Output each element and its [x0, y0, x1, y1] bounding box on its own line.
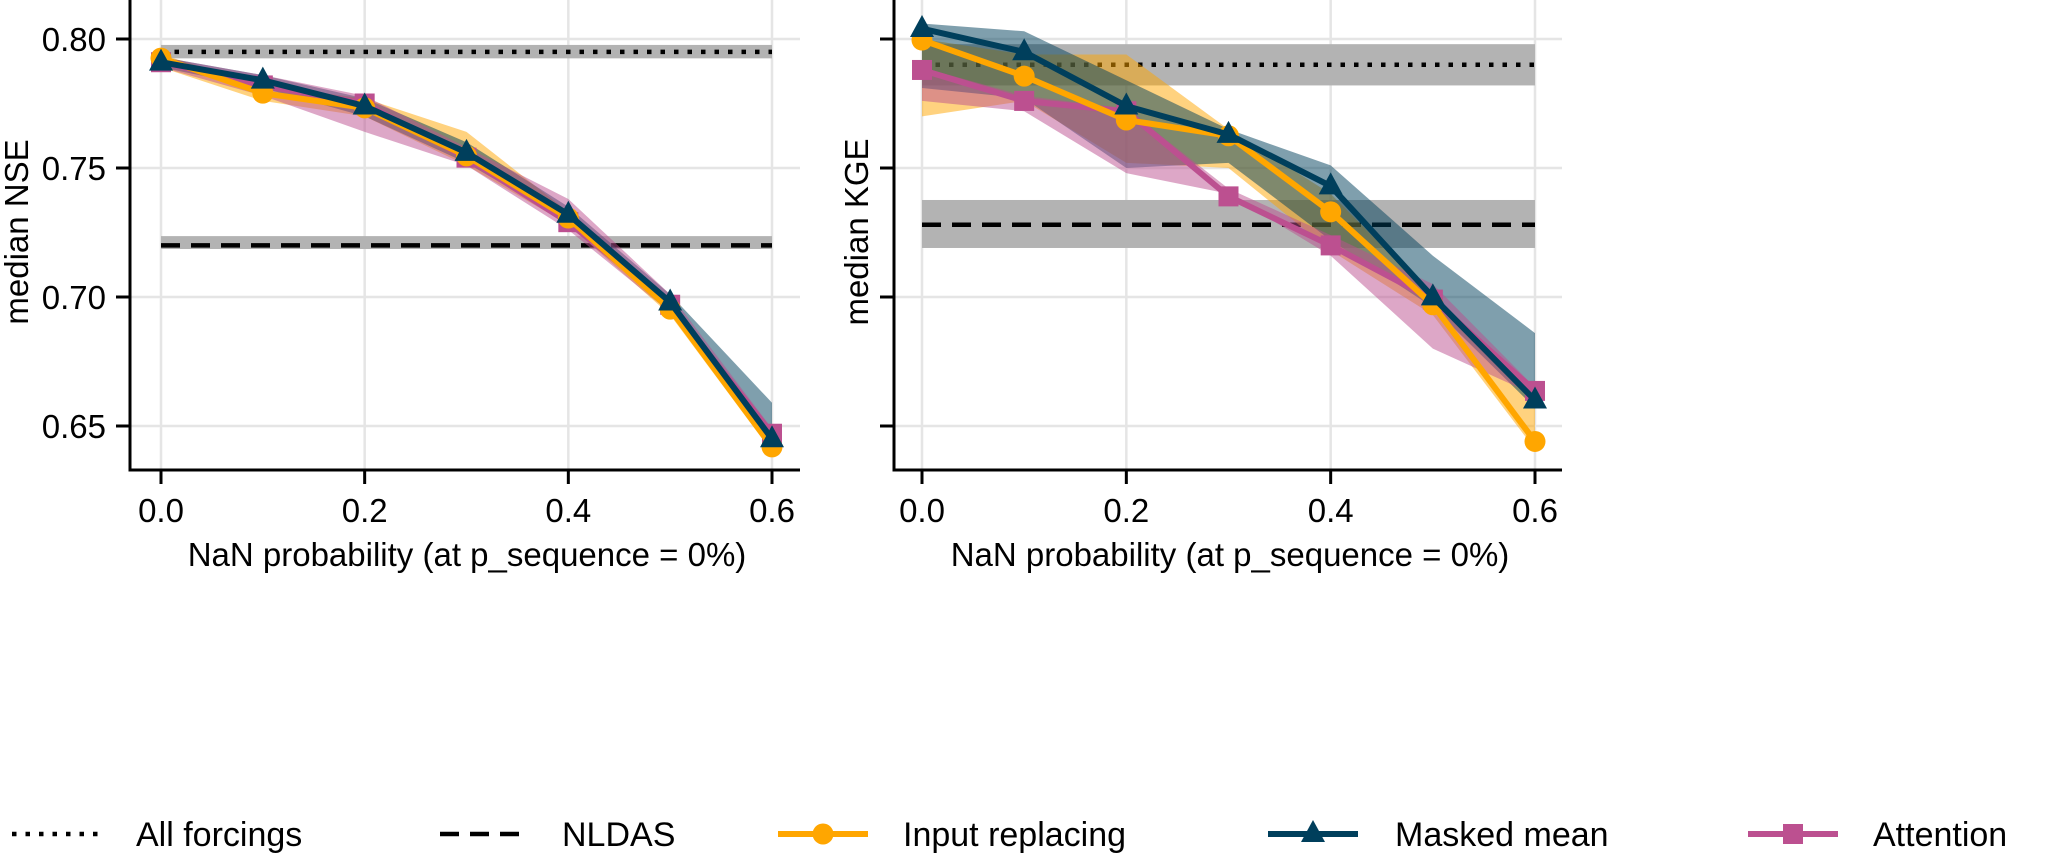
data-point-masked-mean: [149, 48, 173, 71]
x-tick-label: 0.6: [749, 492, 795, 529]
legend-label: Attention: [1873, 816, 2007, 854]
data-point-attention: [1320, 235, 1341, 256]
y-tick-label: 0.80: [42, 21, 106, 58]
data-point-masked-mean: [658, 288, 683, 311]
data-point-masked-mean: [760, 425, 784, 448]
series-line-masked-mean: [160, 59, 775, 441]
legend-circle-icon: [812, 823, 834, 845]
data-point-masked-mean: [910, 15, 934, 38]
legend-item-nldas: NLDAS: [440, 816, 675, 854]
legend-label: NLDAS: [562, 816, 675, 854]
legend-label: Input replacing: [903, 816, 1126, 854]
series-line-input-replacing: [160, 55, 775, 449]
data-point-masked-mean: [556, 200, 581, 223]
x-tick-label: 0.6: [1512, 492, 1558, 529]
data-point-masked-mean: [1420, 283, 1445, 306]
y-axis-label: median NSE: [0, 139, 35, 324]
y-axis-label: median KGE: [838, 138, 875, 325]
legend-square-icon: [1783, 824, 1803, 844]
reference-band-all-forcings: [161, 44, 772, 59]
data-point-attention: [1218, 186, 1239, 207]
legend-item-all-forcings: All forcings: [12, 816, 302, 854]
data-point-masked-mean: [454, 138, 479, 161]
data-point-attention: [1014, 90, 1035, 111]
data-point-masked-mean: [250, 66, 275, 89]
legend: All forcings NLDAS Input replacing Masked m…: [12, 816, 2007, 854]
y-tick-label: 0.70: [42, 279, 106, 316]
data-point-input-replacing: [1013, 65, 1035, 87]
legend-triangle-icon: [1301, 820, 1325, 842]
panel-left-nse: 0.0 0.2 0.4 0.6 0.65 0.70 0.75 0.80 NaN probabil…: [0, 0, 800, 573]
x-tick-label: 0.4: [545, 492, 591, 529]
legend-item-input-replacing: Input replacing: [778, 816, 1126, 854]
data-point-input-replacing: [1524, 430, 1546, 452]
legend-item-masked-mean: Masked mean: [1268, 816, 1609, 854]
band-input-replacing: [161, 54, 772, 452]
y-tick-label: 0.75: [42, 150, 106, 187]
x-tick-label: 0.4: [1308, 492, 1354, 529]
data-point-masked-mean: [1318, 172, 1343, 195]
data-point-masked-mean: [1114, 92, 1139, 115]
data-point-masked-mean: [352, 92, 377, 115]
x-tick-label: 0.0: [138, 492, 184, 529]
x-axis-label: NaN probability (at p_sequence = 0%): [951, 536, 1510, 573]
band-masked-mean: [161, 57, 772, 445]
data-point-input-replacing: [1320, 201, 1342, 223]
x-axis-label: NaN probability (at p_sequence = 0%): [188, 536, 747, 573]
band-attention: [161, 57, 772, 442]
legend-label: Masked mean: [1395, 816, 1609, 854]
x-tick-label: 0.2: [1103, 492, 1149, 529]
legend-label: All forcings: [136, 816, 302, 854]
data-point-masked-mean: [1012, 38, 1037, 61]
data-point-attention: [912, 59, 932, 80]
x-tick-label: 0.0: [899, 492, 945, 529]
legend-item-attention: Attention: [1748, 816, 2007, 854]
data-point-masked-mean: [1216, 120, 1241, 143]
x-tick-label: 0.2: [342, 492, 388, 529]
y-tick-label: 0.65: [42, 408, 106, 445]
data-point-input-replacing: [1115, 109, 1137, 131]
data-point-masked-mean: [1523, 386, 1547, 409]
